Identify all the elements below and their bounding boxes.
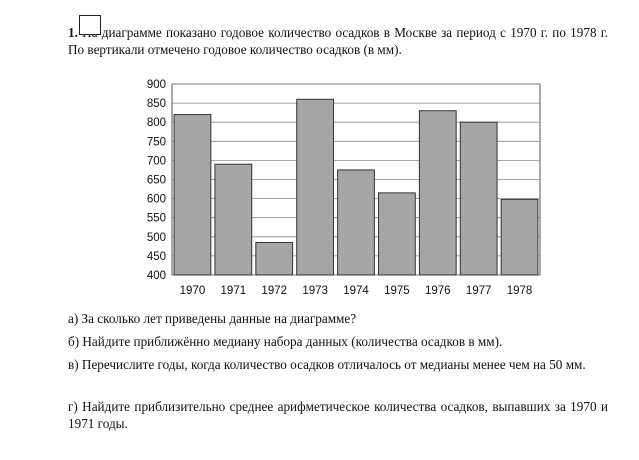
y-tick-label: 550 bbox=[147, 213, 166, 225]
x-tick-label: 1973 bbox=[302, 285, 328, 297]
bar-1974 bbox=[337, 169, 375, 276]
x-tick-label: 1970 bbox=[180, 285, 206, 297]
precipitation-bar-chart: 400 450 500 550 600 650 700 750 800 850 900 1970 197… bbox=[147, 79, 541, 297]
bar-1975 bbox=[377, 192, 416, 276]
y-tick-label: 400 bbox=[147, 270, 166, 282]
answer-checkbox[interactable] bbox=[79, 15, 101, 35]
bar-1970 bbox=[173, 114, 212, 276]
question-a: а) За сколько лет приведены данные на ди… bbox=[68, 311, 357, 326]
problem-number: 1. bbox=[68, 25, 78, 40]
y-tick-label: 700 bbox=[147, 155, 166, 167]
problem-text: На диаграмме показано годовое количество… bbox=[68, 25, 608, 57]
y-tick-label: 750 bbox=[147, 136, 166, 148]
x-tick-label: 1975 bbox=[384, 285, 410, 297]
bar-1972 bbox=[255, 242, 294, 276]
bar-1973 bbox=[296, 98, 335, 276]
x-tick-label: 1976 bbox=[425, 285, 451, 297]
bar-1971 bbox=[214, 163, 253, 276]
y-tick-label: 500 bbox=[147, 232, 166, 244]
y-tick-label: 850 bbox=[147, 98, 166, 110]
y-tick-label: 900 bbox=[147, 79, 166, 91]
y-tick-label: 600 bbox=[147, 194, 166, 206]
x-tick-label: 1972 bbox=[261, 285, 287, 297]
x-tick-label: 1977 bbox=[466, 285, 492, 297]
y-tick-label: 800 bbox=[147, 117, 166, 129]
problem-statement: 1. На диаграмме показано годовое количес… bbox=[68, 25, 608, 58]
question-b: б) Найдите приближённо медиану набора да… bbox=[68, 334, 503, 349]
bar-1976 bbox=[418, 110, 457, 276]
bar-1977 bbox=[459, 121, 498, 276]
y-tick-label: 450 bbox=[147, 251, 166, 263]
x-tick-label: 1971 bbox=[221, 285, 247, 297]
x-tick-label: 1974 bbox=[343, 285, 369, 297]
question-d: г) Найдите приблизительно среднее арифме… bbox=[68, 399, 608, 431]
bar-1978 bbox=[500, 198, 539, 276]
x-tick-label: 1978 bbox=[507, 285, 533, 297]
y-tick-label: 650 bbox=[147, 175, 166, 187]
question-c: в) Перечислите годы, когда количество ос… bbox=[68, 357, 586, 372]
